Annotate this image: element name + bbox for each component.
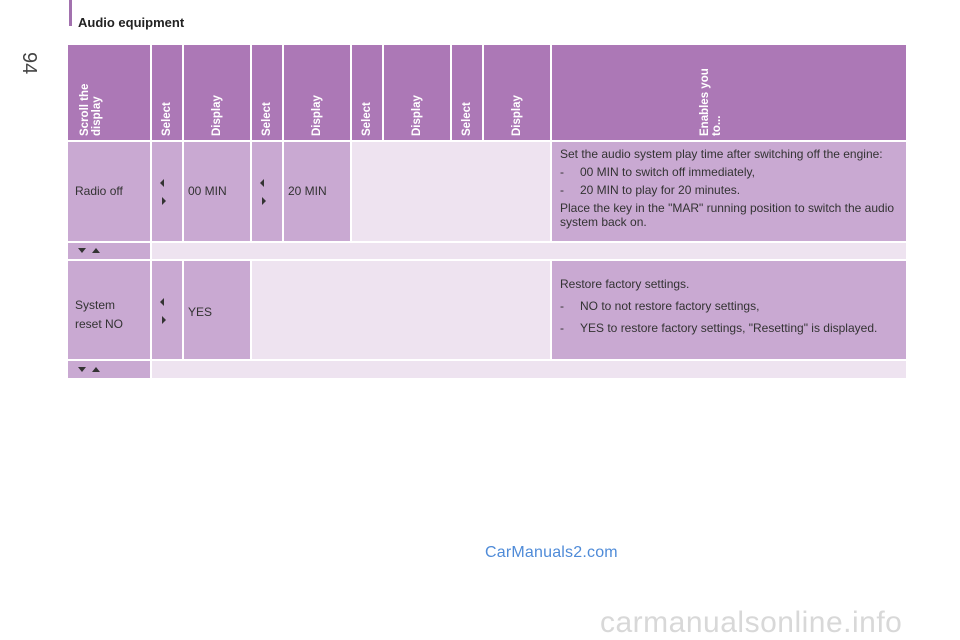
arrow-left-icon [160,298,164,306]
header-enables-line2: to... [711,115,723,136]
header-scroll-display: Scroll the display [68,45,150,140]
scroll-row-1-fill [152,243,906,259]
arrow-down-icon [78,367,86,372]
section-marker [69,0,72,26]
header-select-4-label: Select [461,102,473,136]
system-reset-desc-intro: Restore factory settings. [560,277,690,291]
watermark-link[interactable]: CarManuals2.com [485,544,618,561]
header-select-1: Select [152,45,182,140]
arrow-right-icon [262,197,266,205]
header-select-4: Select [452,45,482,140]
header-select-3: Select [352,45,382,140]
header-enables: Enables you to... [552,45,906,140]
header-display-2: Display [284,45,350,140]
radio-off-display-1: 00 MIN [184,142,250,241]
arrow-right-icon [162,316,166,324]
header-scroll-line1: Scroll the [79,83,91,136]
arrow-left-icon [160,179,164,187]
system-reset-label-cell: System reset NO [68,261,150,359]
system-reset-display: YES [184,261,250,359]
arrow-down-icon [78,248,86,253]
header-display-4-label: Display [511,95,523,136]
list-item: - 20 MIN to play for 20 minutes. [560,183,741,197]
radio-off-label: Radio off [75,184,123,198]
radio-off-display-2: 20 MIN [284,142,350,241]
header-select-3-label: Select [361,102,373,136]
header-select-1-label: Select [161,102,173,136]
header-display-1-label: Display [211,95,223,136]
radio-off-select-2[interactable] [252,142,282,241]
list-item: - NO to not restore factory settings, [560,299,760,313]
system-reset-empty [252,261,550,359]
page-number: 94 [18,52,40,75]
list-item: - 00 MIN to switch off immediately, [560,165,755,179]
header-display-3: Display [384,45,450,140]
arrow-up-icon [92,367,100,372]
system-reset-label-line1: System [75,298,116,312]
arrow-up-icon [92,248,100,253]
header-display-3-label: Display [411,95,423,136]
system-reset-description: Restore factory settings. - NO to not re… [552,261,906,359]
radio-off-desc-outro: Place the key in the "MAR" running posit… [560,201,895,229]
radio-off-value-2: 20 MIN [288,184,327,198]
arrow-right-icon [162,197,166,205]
list-item: - YES to restore factory settings, "Rese… [560,321,878,335]
radio-off-label-cell: Radio off [68,142,150,241]
header-display-2-label: Display [311,95,323,136]
header-display-1: Display [184,45,250,140]
section-title: Audio equipment [78,15,185,30]
scroll-row-2-fill [152,361,906,378]
radio-off-empty [352,142,550,241]
header-scroll-line2: display [91,96,103,136]
radio-off-desc-intro: Set the audio system play time after swi… [560,147,883,161]
footer-watermark: carmanualsonline.info [600,606,903,639]
radio-off-select-1[interactable] [152,142,182,241]
radio-off-value-1: 00 MIN [188,184,227,198]
arrow-left-icon [260,179,264,187]
system-reset-label-line2: reset NO [75,317,124,331]
system-reset-select[interactable] [152,261,182,359]
header-select-2-label: Select [261,102,273,136]
scroll-row-2[interactable] [68,361,150,378]
radio-off-description: Set the audio system play time after swi… [552,142,906,241]
scroll-row-1[interactable] [68,243,150,259]
header-enables-line1: Enables you [699,68,711,136]
header-display-4: Display [484,45,550,140]
header-select-2: Select [252,45,282,140]
system-reset-value: YES [188,305,213,319]
